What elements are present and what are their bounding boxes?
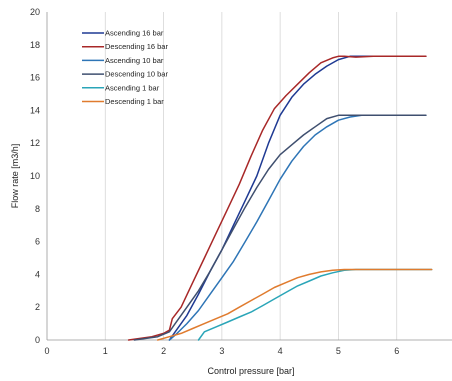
x-tick-label: 4	[278, 346, 283, 356]
x-tick-label: 5	[336, 346, 341, 356]
y-tick-label: 16	[30, 73, 40, 83]
x-tick-label: 6	[394, 346, 399, 356]
y-tick-label: 2	[35, 302, 40, 312]
x-tick-label: 1	[103, 346, 108, 356]
y-tick-label: 6	[35, 237, 40, 247]
series-line-1	[127, 55, 427, 341]
x-tick-label: 2	[161, 346, 166, 356]
series-lines	[127, 55, 433, 341]
x-tick-label: 0	[44, 346, 49, 356]
y-tick-labels: 0 2 4 6 8 10 12 14 16 18 20	[30, 7, 40, 345]
grid-lines	[104, 12, 398, 340]
y-tick-label: 14	[30, 105, 40, 115]
legend-label: Ascending 1 bar	[105, 83, 160, 92]
legend: Ascending 16 bar Descending 16 bar Ascendi…	[82, 29, 168, 106]
legend-label: Descending 1 bar	[105, 97, 164, 106]
y-tick-label: 10	[30, 171, 40, 181]
series-line-3	[133, 114, 427, 341]
legend-label: Descending 10 bar	[105, 70, 168, 79]
y-tick-label: 4	[35, 269, 40, 279]
legend-label: Ascending 10 bar	[105, 56, 164, 65]
y-tick-label: 18	[30, 40, 40, 50]
y-tick-label: 0	[35, 335, 40, 345]
y-tick-label: 12	[30, 138, 40, 148]
x-axis-label: Control pressure [bar]	[207, 366, 294, 376]
y-tick-label: 8	[35, 204, 40, 214]
y-axis-label: Flow rate [m3/h]	[10, 144, 20, 209]
axes	[46, 12, 452, 341]
x-tick-label: 3	[219, 346, 224, 356]
series-line-2	[168, 114, 427, 341]
legend-label: Descending 16 bar	[105, 42, 168, 51]
y-tick-label: 20	[30, 7, 40, 17]
series-line-5	[156, 268, 433, 341]
legend-label: Ascending 16 bar	[105, 29, 164, 38]
x-tick-labels: 0 1 2 3 4 5 6	[44, 346, 399, 356]
